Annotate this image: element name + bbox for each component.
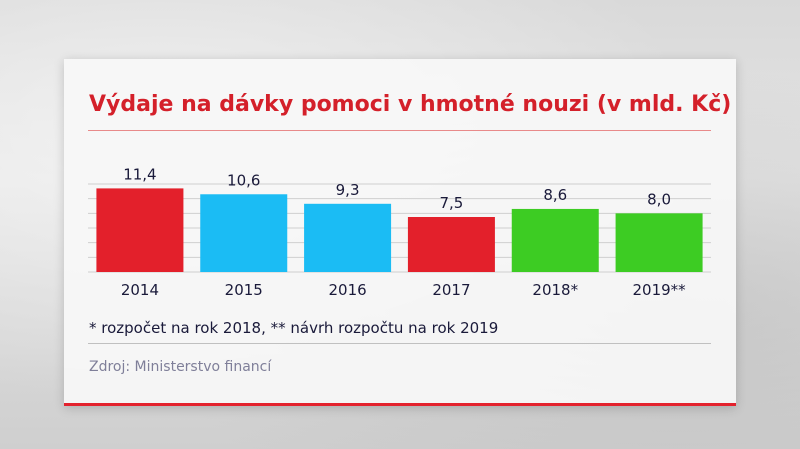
chart-title: Výdaje na dávky pomoci v hmotné nouzi (v… — [89, 92, 732, 117]
footnote-divider — [88, 343, 711, 344]
bar-2016 — [304, 203, 392, 272]
value-label: 8,6 — [543, 186, 567, 204]
bar-2015 — [200, 194, 288, 272]
chart-card: Výdaje na dávky pomoci v hmotné nouzi (v… — [64, 59, 736, 406]
bar-chart: 11,4 2014 10,6 2015 9,3 2016 7,5 2017 8,6 2018* 8,… — [88, 165, 711, 299]
category-label: 2017 — [432, 281, 470, 299]
value-label: 11,4 — [123, 165, 156, 183]
category-label: 2014 — [121, 281, 159, 299]
value-label: 7,5 — [439, 194, 463, 212]
value-label: 8,0 — [647, 190, 671, 208]
category-label: 2016 — [328, 281, 366, 299]
bar-2017 — [407, 217, 495, 272]
chart-source: Zdroj: Ministerstvo financí — [89, 359, 272, 375]
bar-2019 — [615, 213, 703, 272]
category-label: 2015 — [225, 281, 263, 299]
category-label: 2019** — [632, 281, 686, 299]
value-label: 10,6 — [227, 171, 260, 189]
category-label: 2018* — [532, 281, 578, 299]
bar-2018 — [511, 208, 599, 272]
title-divider — [88, 130, 711, 131]
value-label: 9,3 — [336, 181, 360, 199]
bar-2014 — [96, 188, 184, 272]
chart-footnote: * rozpočet na rok 2018, ** návrh rozpočt… — [89, 319, 499, 337]
